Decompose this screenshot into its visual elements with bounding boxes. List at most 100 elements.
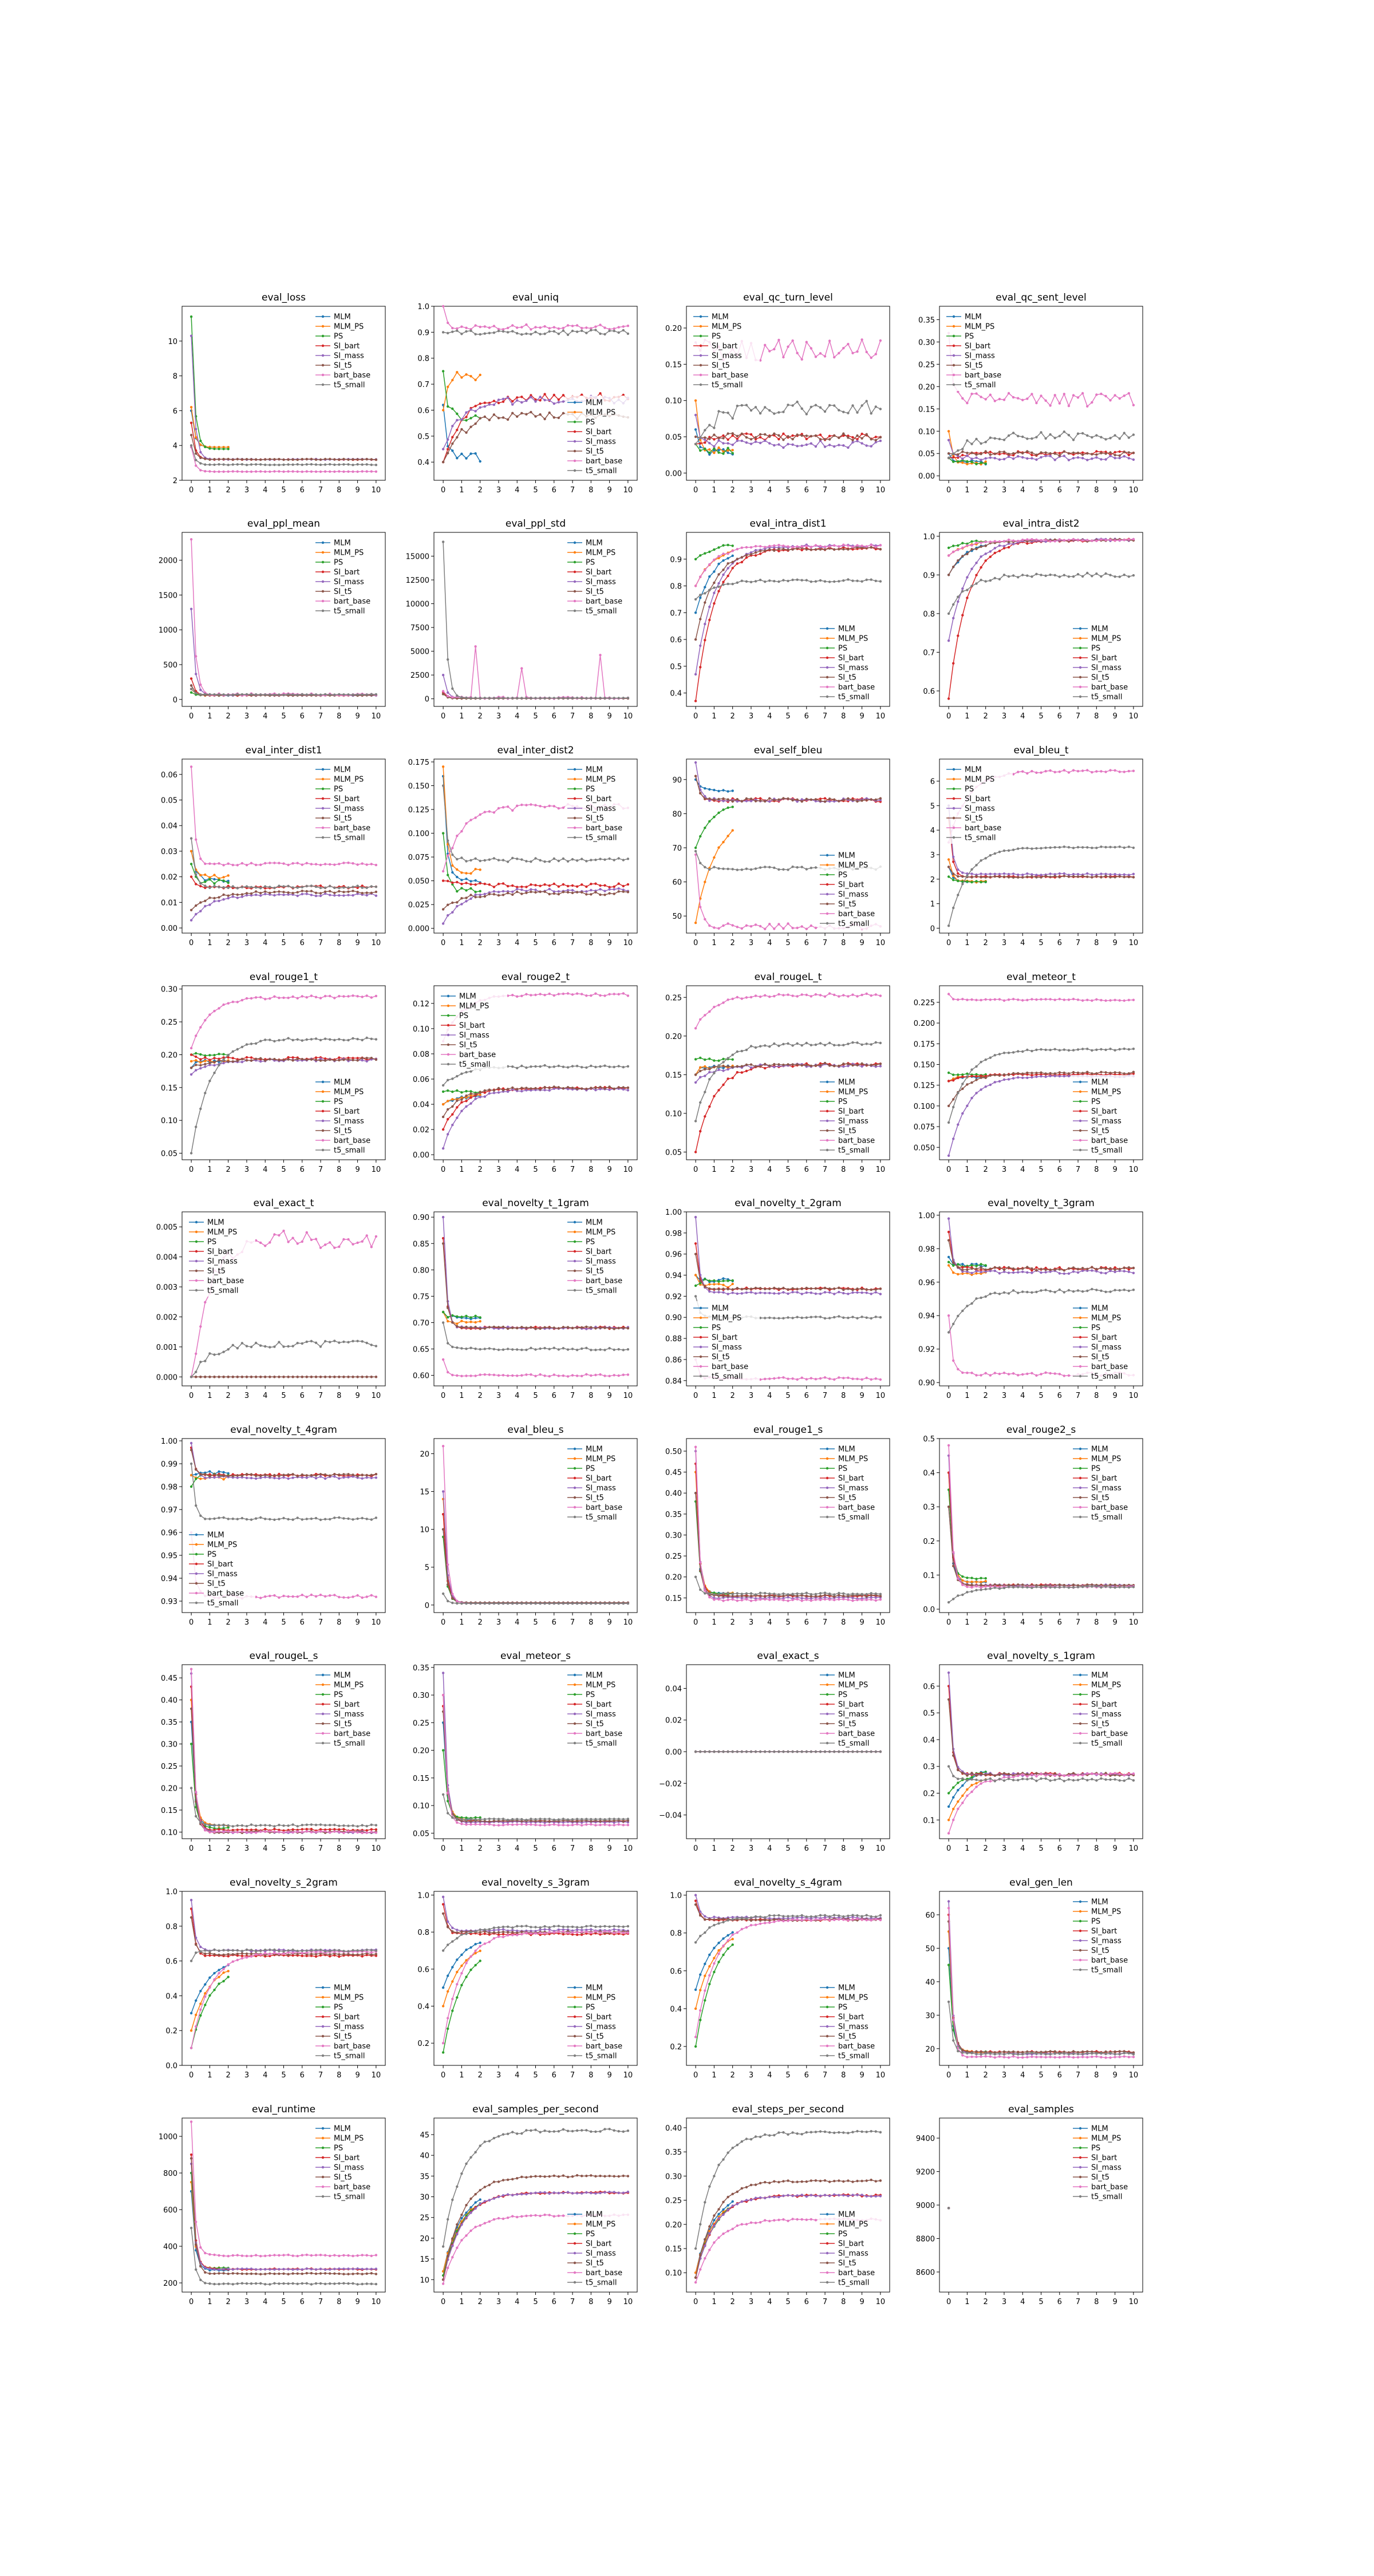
- data-point: [474, 883, 477, 886]
- data-point: [557, 416, 560, 420]
- legend-marker: [321, 334, 325, 338]
- data-point: [465, 1094, 468, 1097]
- data-point: [520, 888, 523, 891]
- data-point: [213, 1064, 216, 1067]
- data-point: [1012, 454, 1015, 457]
- series-SI_bart: [441, 879, 630, 889]
- legend-label: MLM: [712, 313, 729, 322]
- data-point: [236, 893, 239, 896]
- data-point: [975, 1092, 978, 1095]
- data-point: [810, 347, 813, 350]
- data-point: [740, 1065, 744, 1068]
- data-point: [1067, 433, 1071, 437]
- data-point: [617, 697, 620, 700]
- legend-marker: [321, 590, 325, 593]
- data-point: [552, 805, 555, 808]
- data-point: [713, 1072, 716, 1074]
- data-point: [566, 1066, 570, 1069]
- data-point: [814, 1043, 818, 1046]
- y-tick-label: 0.6: [670, 636, 682, 645]
- data-point: [1123, 432, 1126, 434]
- y-tick-label: 0.4: [417, 459, 429, 467]
- data-point: [980, 880, 982, 884]
- data-point: [860, 993, 863, 997]
- data-point: [603, 890, 606, 892]
- data-point: [814, 580, 818, 583]
- data-point: [1035, 453, 1038, 456]
- data-point: [860, 442, 863, 445]
- data-point: [823, 1044, 827, 1046]
- legend-label: MLM_PS: [586, 409, 615, 417]
- x-tick-label: 8: [841, 1165, 846, 1174]
- legend-marker: [699, 354, 702, 357]
- data-point: [717, 797, 720, 801]
- data-point: [370, 1057, 373, 1060]
- data-point: [245, 693, 248, 696]
- data-point: [575, 1065, 579, 1068]
- data-point: [1021, 770, 1024, 773]
- data-point: [189, 433, 193, 437]
- data-point: [1035, 1072, 1038, 1074]
- data-point: [1127, 846, 1131, 848]
- x-tick-label: 6: [552, 712, 556, 721]
- series-MLM_PS: [441, 371, 481, 412]
- data-point: [740, 439, 744, 442]
- data-point: [847, 446, 850, 449]
- data-point: [749, 438, 753, 441]
- data-point: [975, 1065, 978, 1068]
- data-point: [338, 887, 341, 890]
- x-tick-label: 8: [589, 712, 593, 721]
- data-point: [365, 1060, 368, 1063]
- series-line: [695, 993, 881, 1029]
- data-point: [562, 400, 565, 403]
- data-point: [287, 463, 290, 466]
- data-point: [557, 697, 560, 700]
- data-point: [460, 887, 463, 890]
- data-point: [599, 858, 602, 860]
- data-point: [704, 1074, 706, 1077]
- data-point: [511, 697, 514, 700]
- data-point: [548, 327, 551, 330]
- data-point: [874, 353, 878, 355]
- data-point: [204, 1065, 207, 1068]
- data-point: [800, 866, 803, 868]
- data-point: [713, 449, 716, 452]
- data-point: [626, 994, 630, 997]
- data-point: [823, 1061, 827, 1065]
- x-tick-label: 4: [263, 712, 267, 721]
- data-point: [1132, 876, 1135, 879]
- x-tick-label: 8: [1094, 712, 1099, 721]
- subplot-title: eval_self_bleu: [754, 745, 822, 756]
- legend-marker: [826, 1090, 829, 1093]
- data-point: [189, 863, 193, 866]
- data-point: [319, 884, 322, 887]
- data-point: [764, 927, 767, 931]
- data-point: [301, 1039, 303, 1042]
- legend-label: SI_t5: [838, 900, 856, 909]
- x-tick-label: 2: [984, 939, 988, 947]
- data-point: [474, 378, 477, 381]
- data-point: [208, 862, 211, 865]
- data-point: [374, 863, 378, 867]
- data-point: [777, 993, 780, 996]
- data-point: [952, 662, 955, 665]
- x-tick-label: 10: [372, 486, 381, 495]
- data-point: [1086, 998, 1089, 1002]
- data-point: [874, 441, 878, 444]
- data-point: [218, 896, 220, 899]
- data-point: [984, 462, 987, 465]
- data-point: [1007, 872, 1010, 876]
- data-point: [1035, 458, 1038, 461]
- data-point: [213, 884, 216, 888]
- data-point: [984, 857, 987, 860]
- data-point: [1114, 394, 1116, 397]
- data-point: [727, 432, 729, 435]
- data-point: [722, 1061, 725, 1064]
- data-point: [810, 442, 813, 445]
- x-tick-label: 2: [478, 712, 483, 721]
- data-point: [347, 886, 350, 889]
- data-point: [581, 393, 583, 396]
- data-point: [713, 586, 716, 589]
- x-tick-label: 0: [189, 939, 194, 947]
